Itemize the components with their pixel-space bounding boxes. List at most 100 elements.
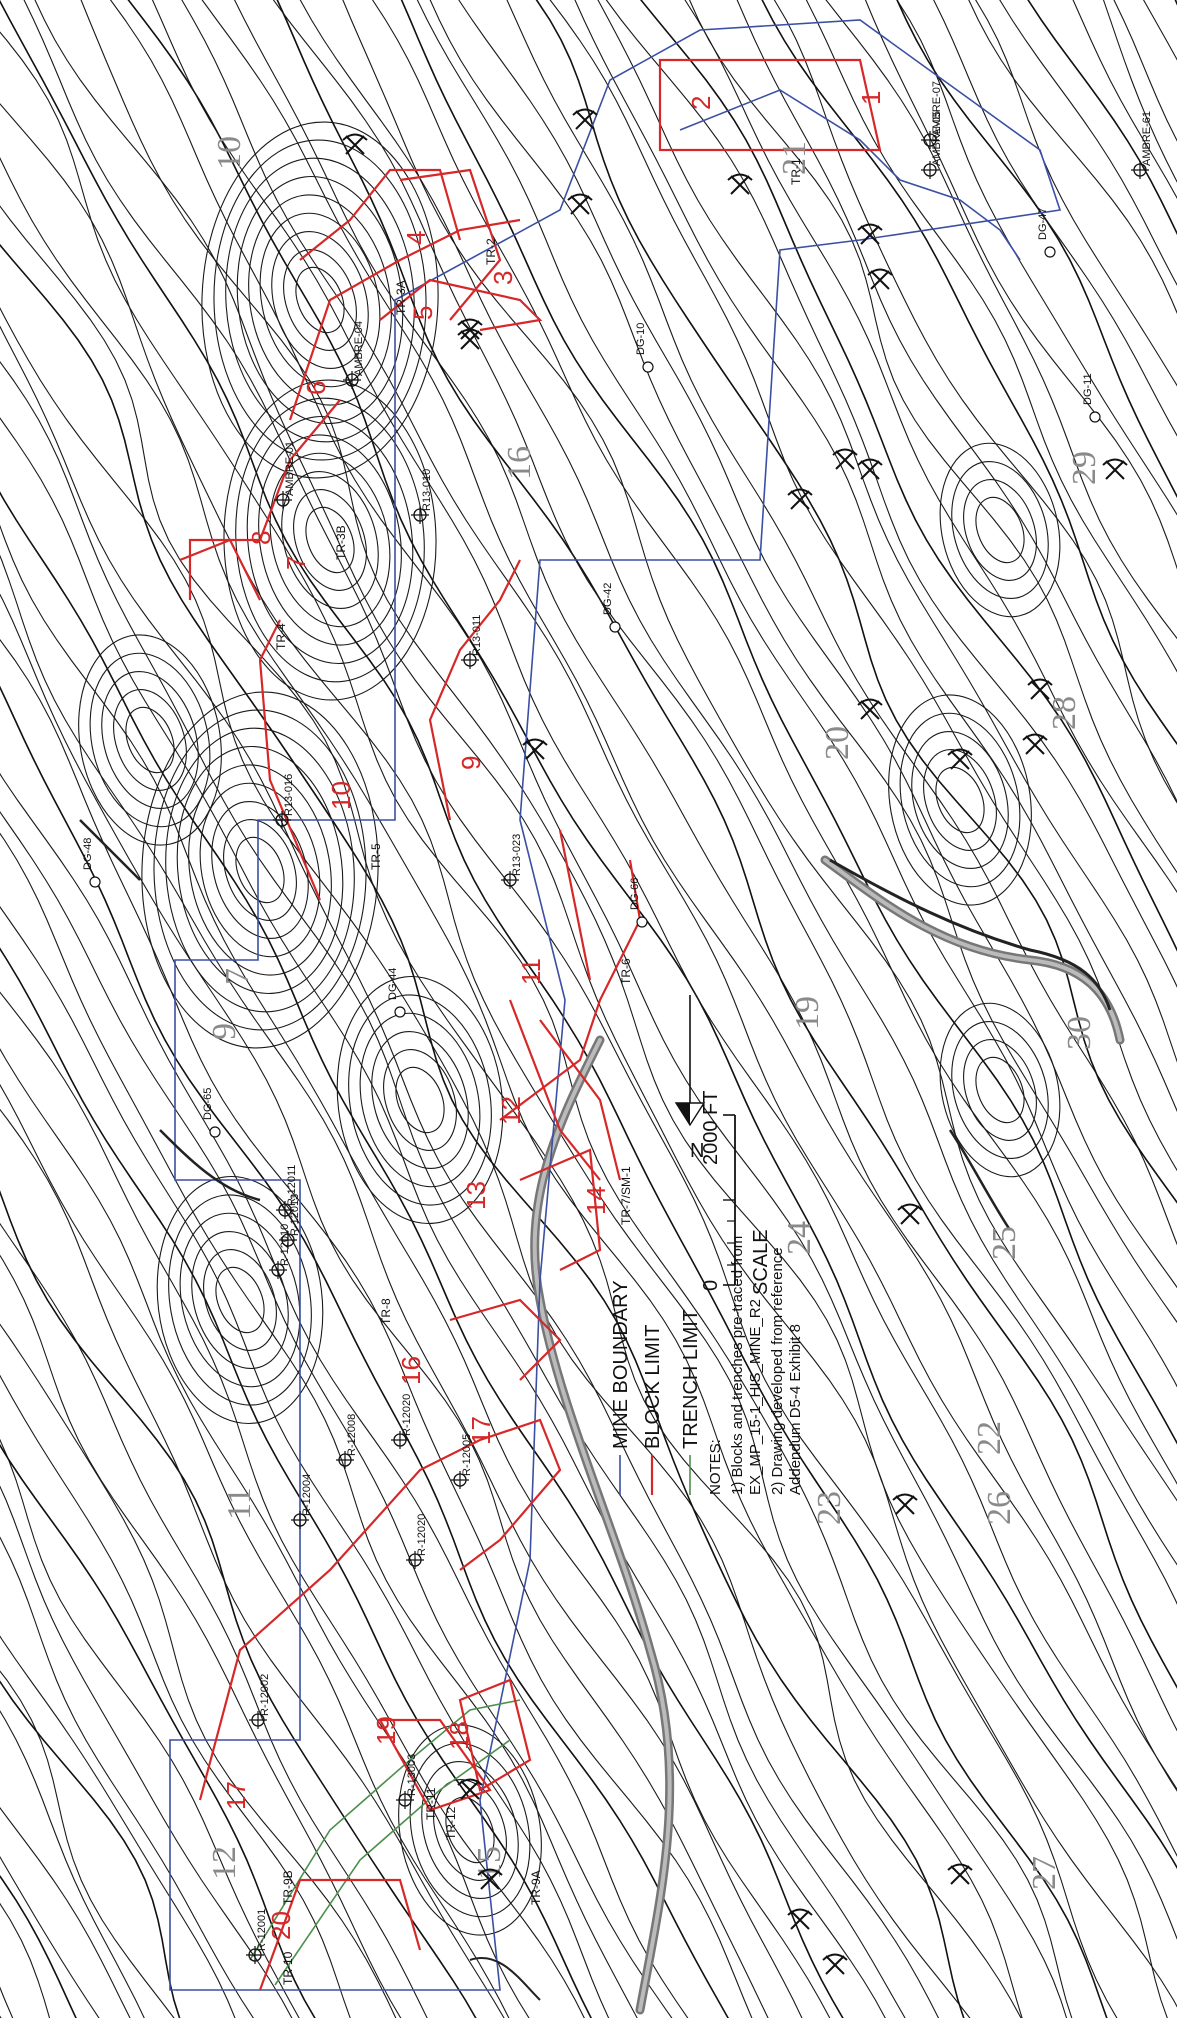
trench-label: TR-8 <box>379 1298 393 1325</box>
hill-contour <box>168 1194 312 1406</box>
hill-contour <box>176 745 344 995</box>
mine-pick-symbol <box>457 328 483 350</box>
mine-pick-symbol <box>457 1778 483 1800</box>
block-number-label: 2 <box>686 96 716 110</box>
block-number-label: 3 <box>488 271 518 285</box>
contour-line <box>272 0 1177 1605</box>
scale-bar: 0 2000 FT SCALE <box>700 1091 772 1295</box>
trench-label: TR-10 <box>281 1951 295 1985</box>
contour-line <box>0 1438 300 2018</box>
hill-contour <box>336 975 504 1225</box>
contour-line <box>23 0 1118 2018</box>
block-number-label: 20 <box>266 1911 296 1940</box>
hill-contour <box>78 634 222 846</box>
mine-pick-symbol <box>567 193 593 215</box>
section-number-label: 28 <box>1046 696 1083 730</box>
note-line-2: EX_MP_15-1_HIS_MINE_R2 <box>747 1299 764 1495</box>
mine-pick-symbol <box>787 1908 813 1930</box>
contour-line <box>773 0 1177 804</box>
drillhole-marker: R-12010 <box>269 1224 291 1279</box>
hill-contour <box>213 139 427 461</box>
contour-line <box>0 1874 77 2018</box>
contour-line <box>0 1670 175 2018</box>
contour-line <box>0 1222 428 2018</box>
contour-line <box>0 491 844 2018</box>
section-number-label: 30 <box>1061 1016 1098 1050</box>
dg-point: DG-11 <box>1082 373 1101 423</box>
block-number-label: 16 <box>396 1356 426 1385</box>
trench-label: TR-9B <box>281 1870 295 1905</box>
notes-block: NOTES: 1) Blocks and trenches pre-traced… <box>707 1236 804 1495</box>
drillhole-marker: AMBRE-05 <box>921 111 943 179</box>
drillhole-label: R-12013 <box>289 1194 301 1236</box>
note-line-4: Addendum D5-4 Exhibit 8 <box>787 1324 804 1495</box>
mine-pick-symbol <box>897 1203 923 1225</box>
dg-label: DG-65 <box>202 1088 214 1120</box>
dg-label: DG-42 <box>602 583 614 615</box>
hill-contour <box>188 764 332 976</box>
block-number-label: 19 <box>371 1716 401 1745</box>
contour-line <box>574 0 1177 1113</box>
drillhole-label: R13-016 <box>283 774 295 816</box>
legend: MINE BOUNDARY BLOCK LIMIT TRENCH LIMIT <box>610 1280 702 1495</box>
contour-line <box>0 1108 505 2018</box>
drillhole-label: R-12005 <box>461 1434 473 1476</box>
contour-line <box>864 0 1177 570</box>
contour-line <box>0 205 1022 2018</box>
legend-mine-boundary-label: MINE BOUNDARY <box>610 1280 632 1449</box>
hill-contour <box>899 712 1021 888</box>
drillhole-label: R-12011 <box>286 1165 298 1206</box>
contour-line <box>416 0 1177 1388</box>
hill-contour <box>199 782 321 958</box>
north-arrow: N <box>674 995 706 1162</box>
trench-label: TR-3B <box>334 525 348 560</box>
north-label: N <box>690 1140 704 1162</box>
hill-contour <box>141 691 379 1049</box>
drillhole-marker: R-12005 <box>451 1434 473 1489</box>
section-number-label: 25 <box>986 1226 1023 1260</box>
dg-point: DG-65 <box>202 1088 221 1138</box>
section-number-label: 27 <box>1026 1856 1063 1890</box>
mine-pick-symbol <box>1102 458 1128 480</box>
contour-line <box>549 0 1177 1172</box>
dg-label: DG-10 <box>635 323 647 355</box>
drillhole-label: R-12008 <box>346 1414 358 1456</box>
contour-line <box>597 0 1177 1063</box>
contour-line <box>1174 0 1177 6</box>
contour-line <box>0 157 1023 2018</box>
hill-contour <box>269 452 391 628</box>
drillhole-label: R-12004 <box>301 1474 313 1516</box>
contour-line <box>0 1902 51 2018</box>
section-number-label: 7 <box>219 968 256 985</box>
scale-zero-label: 0 <box>700 1280 722 1291</box>
trench-label: TR-6 <box>619 958 633 985</box>
mine-boundary <box>169 19 1062 1991</box>
section-number-label: 24 <box>781 1221 818 1255</box>
drillhole-markers: R-13003R-12001R-12002R-12020R-12013R-120… <box>246 81 1153 1964</box>
hill-contour <box>975 1056 1025 1124</box>
contour-line <box>0 0 1108 2018</box>
mine-pick-symbol <box>727 173 753 195</box>
contour-line <box>535 0 1177 1204</box>
contour-line <box>429 0 1177 1324</box>
valley-road <box>530 855 1125 2015</box>
trench-label: TR-9A <box>529 1870 543 1905</box>
contour-line <box>999 0 1177 286</box>
block-number-label: 7 <box>281 556 311 570</box>
drillhole-marker: R13-011 <box>461 615 483 669</box>
contour-line <box>0 1485 293 2018</box>
contour-line <box>639 0 1177 952</box>
block-number-label: 4 <box>401 231 431 245</box>
dg-point: DG-48 <box>82 838 101 888</box>
hill-contour <box>236 175 404 425</box>
mine-pick-symbol <box>572 108 598 130</box>
drillhole-label: AMBRE-07 <box>931 81 943 136</box>
contour-line <box>761 0 1177 746</box>
note-line-1: 1) Blocks and trenches pre-traced from <box>729 1236 746 1495</box>
legend-block-limit-label: BLOCK LIMIT <box>642 1325 664 1449</box>
dg-label: DG-48 <box>82 838 94 870</box>
hill-contour <box>348 994 492 1206</box>
contour-line <box>1142 0 1177 61</box>
